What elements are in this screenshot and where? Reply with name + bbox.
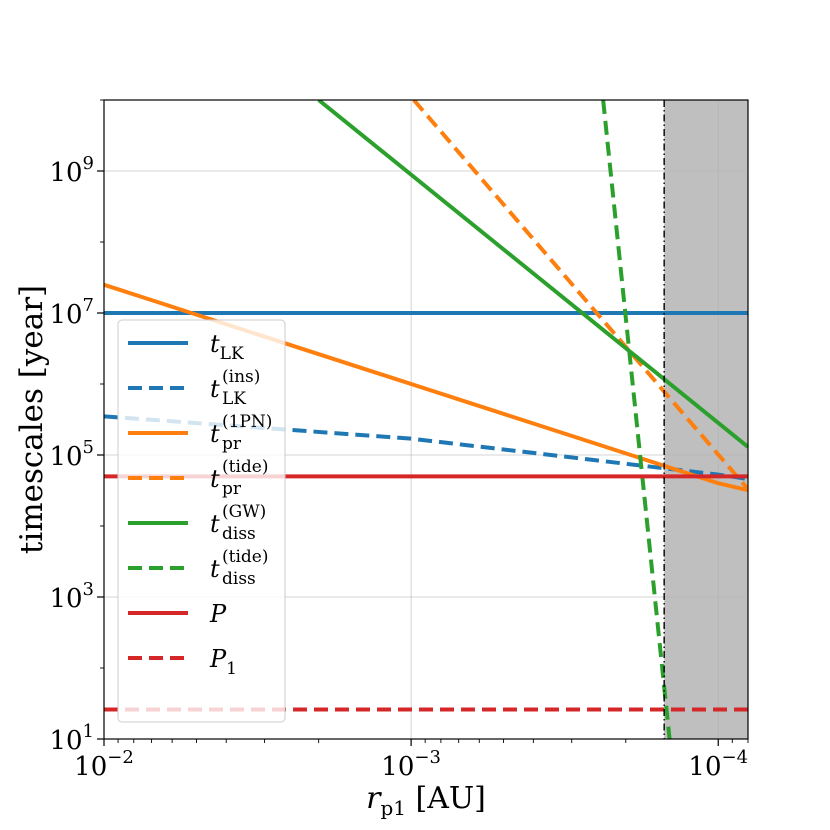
legend-label-var: t (210, 465, 220, 493)
y-tick-label-base: 10 (49, 300, 82, 330)
legend-item: P1 (128, 645, 237, 679)
legend-label: t (210, 555, 220, 583)
legend-label: t (210, 465, 220, 493)
y-tick-label: 101 (49, 721, 94, 756)
x-axis-label: rp1 [AU] (366, 781, 486, 820)
x-axis-label-sub: p1 (380, 796, 406, 820)
y-tick-label-base: 10 (49, 158, 82, 188)
y-tick-label-exponent: 1 (83, 721, 94, 742)
legend-label-var: P (209, 600, 227, 628)
legend-label-var: t (210, 420, 220, 448)
legend-label-var: t (210, 330, 220, 358)
y-tick-label: 103 (49, 579, 94, 614)
series-line-t-pr-tide- (412, 100, 748, 491)
y-tick-label-base: 10 (49, 584, 82, 614)
x-tick-label-base: 10 (688, 752, 721, 782)
series-line-t-diss-tide- (601, 100, 672, 739)
legend-label-sub: diss (222, 524, 256, 544)
series-line-t-diss-gw- (317, 100, 748, 449)
x-axis-label-unit: [AU] (406, 781, 486, 816)
legend-label-sub: diss (222, 569, 256, 589)
legend-label-sup: (ins) (222, 367, 260, 387)
y-tick-label: 109 (49, 153, 94, 188)
x-tick-label-exponent: −3 (414, 747, 441, 768)
legend-label: t (210, 375, 220, 403)
y-tick-label-exponent: 3 (83, 579, 94, 600)
x-tick-label: 10−2 (74, 747, 134, 782)
legend-item: P (128, 600, 227, 628)
x-tick-label-exponent: −4 (722, 747, 749, 768)
legend-label-sub: LK (222, 389, 246, 409)
legend-label-sub: pr (222, 434, 242, 454)
legend-label-var: P (209, 645, 227, 673)
x-axis-label-var: r (366, 781, 382, 816)
legend-label-var: t (210, 510, 220, 538)
legend-item: t pr(1PN) (128, 412, 272, 454)
legend-label: t (210, 420, 220, 448)
legend-item: t diss(tide) (128, 547, 268, 589)
legend-box (117, 319, 286, 723)
excluded-region (664, 100, 748, 739)
legend-item: t LK(ins) (128, 367, 260, 409)
legend-label: P1 (209, 645, 237, 679)
y-tick-label-base: 10 (49, 442, 82, 472)
legend-label: P (209, 600, 227, 628)
y-tick-label-exponent: 5 (83, 437, 94, 458)
y-tick-label-exponent: 9 (83, 153, 94, 174)
axis-ticks (97, 99, 749, 746)
legend-label-sub: LK (220, 344, 244, 364)
y-tick-label: 105 (49, 437, 94, 472)
legend-label-sub: pr (222, 479, 242, 499)
x-tick-label-base: 10 (74, 752, 107, 782)
legend-label-var: t (210, 555, 220, 583)
legend-label-sub: 1 (226, 659, 237, 679)
legend-label-sup: (tide) (222, 547, 268, 567)
y-tick-label: 107 (49, 295, 94, 330)
legend-label-var: t (210, 375, 220, 403)
legend-label-sup: (1PN) (222, 412, 272, 432)
legend-label: tLK (210, 330, 244, 364)
shaded-region (664, 100, 748, 739)
x-tick-label-exponent: −2 (107, 747, 134, 768)
legend-label: t (210, 510, 220, 538)
legend-label-sup: (tide) (222, 457, 268, 477)
y-tick-label-exponent: 7 (83, 295, 94, 316)
y-axis-label: timescales [year] (14, 285, 50, 554)
legend-label-sup: (GW) (222, 502, 266, 522)
plot-frame (103, 99, 749, 740)
x-tick-label-base: 10 (381, 752, 414, 782)
legend-item: t pr(tide) (128, 457, 268, 499)
x-tick-label: 10−4 (688, 747, 748, 782)
legend-item: tLK (128, 330, 244, 364)
y-tick-label-base: 10 (49, 726, 82, 756)
x-tick-label: 10−3 (381, 747, 441, 782)
legend-item: t diss(GW) (128, 502, 266, 544)
